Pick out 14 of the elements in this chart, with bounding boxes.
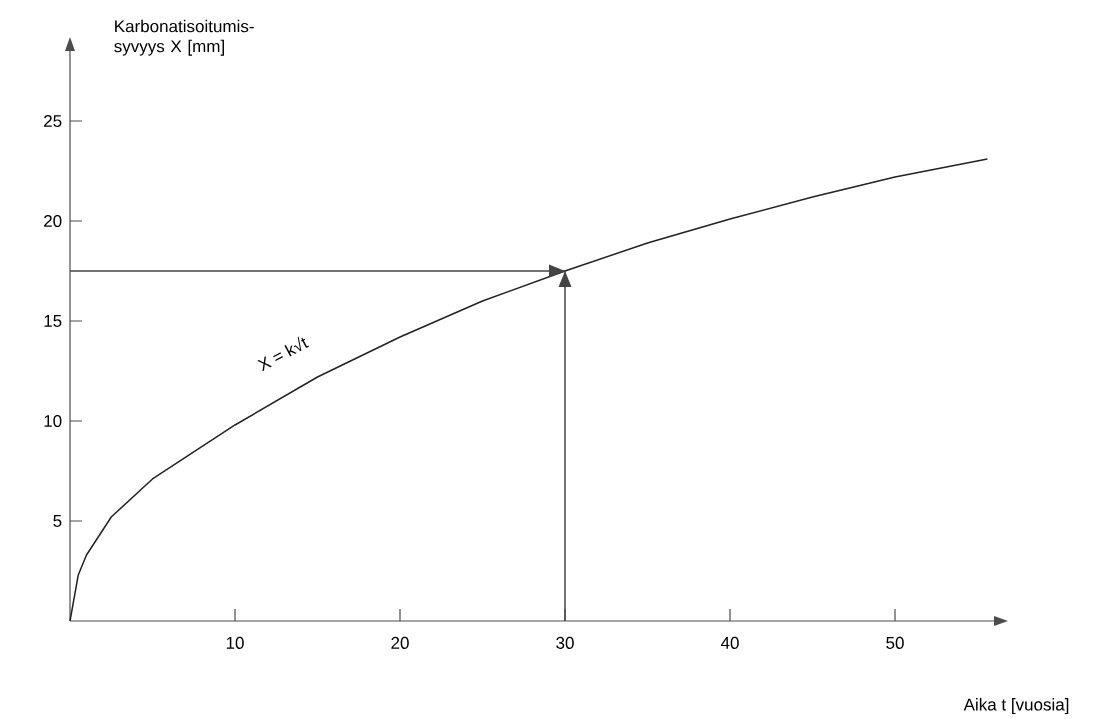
y-axis-title: Karbonatisoitumis-syvyys X [mm] [114,19,254,56]
x-tick-label: 50 [886,636,904,649]
x-axis-title: Aika t [vuosia] [963,698,1069,714]
y-tick-label: 10 [44,414,62,428]
y-tick-label: 20 [44,214,62,228]
annotation: X = k√t [257,336,310,372]
x-tick-label: 10 [226,636,244,649]
x-tick-label: 30 [556,636,574,649]
x-tick-label: 20 [391,636,409,649]
x-tick-label: 40 [720,636,739,649]
line-series [69,158,989,622]
y-tick-label: 25 [44,114,62,128]
y-tick-label: 5 [53,515,62,527]
y-tick-label: 15 [44,315,62,327]
